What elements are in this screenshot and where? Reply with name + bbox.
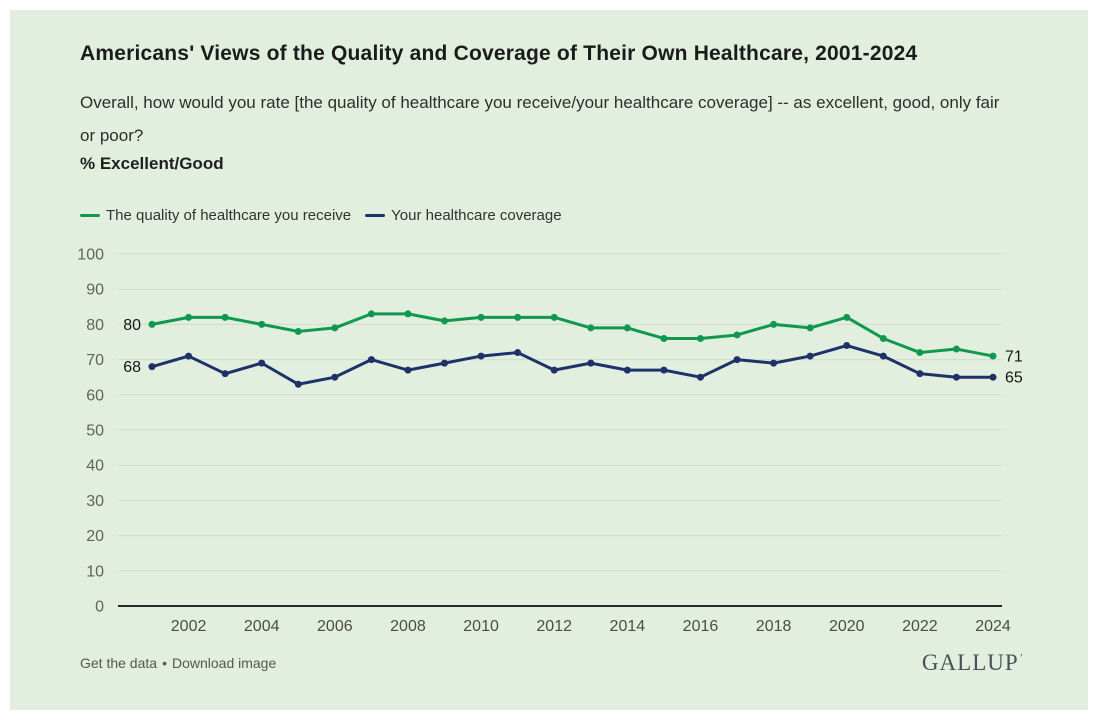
- quality-point[interactable]: [514, 313, 522, 321]
- footer: Get the data • Download image GALLUP’: [80, 650, 1024, 676]
- y-tick-label: 20: [86, 528, 104, 545]
- quality-point[interactable]: [989, 352, 997, 360]
- coverage-point[interactable]: [587, 359, 595, 367]
- coverage-point[interactable]: [404, 366, 412, 374]
- quality-point[interactable]: [843, 313, 851, 321]
- quality-point[interactable]: [185, 313, 193, 321]
- measure-label: % Excellent/Good: [80, 154, 224, 173]
- quality-point[interactable]: [879, 334, 887, 342]
- y-tick-label: 0: [95, 599, 104, 616]
- line-chart: 0 10 20 30 40 50 60 70 80 90 100 2002 2004 2006 2008 20…: [77, 247, 1023, 636]
- coverage-point[interactable]: [733, 356, 741, 364]
- x-tick-label: 2010: [463, 618, 499, 635]
- y-tick-label: 50: [86, 423, 104, 440]
- x-tick-label: 2004: [244, 618, 280, 635]
- quality-point[interactable]: [477, 313, 485, 321]
- trademark-mark: ’: [1019, 653, 1024, 665]
- coverage-point[interactable]: [367, 356, 375, 364]
- x-tick-label: 2012: [536, 618, 572, 635]
- coverage-point[interactable]: [221, 370, 229, 378]
- y-tick-label: 10: [86, 563, 104, 580]
- coverage-point[interactable]: [441, 359, 449, 367]
- quality-point[interactable]: [587, 324, 595, 332]
- x-tick-label: 2014: [610, 618, 646, 635]
- quality-point[interactable]: [441, 317, 449, 325]
- quality-point[interactable]: [623, 324, 631, 332]
- quality-point[interactable]: [294, 327, 302, 335]
- coverage-point[interactable]: [806, 352, 814, 360]
- x-tick-label: 2008: [390, 618, 426, 635]
- y-tick-label: 100: [77, 247, 104, 264]
- coverage-point[interactable]: [770, 359, 778, 367]
- coverage-point[interactable]: [879, 352, 887, 360]
- quality-first-value-label: 80: [123, 317, 141, 334]
- legend-item-quality: The quality of healthcare you receive: [80, 207, 351, 224]
- x-tick-label: 2016: [683, 618, 719, 635]
- quality-point[interactable]: [733, 331, 741, 339]
- chart-subtitle: Overall, how would you rate [the quality…: [80, 93, 1000, 145]
- coverage-first-value-label: 68: [123, 359, 141, 376]
- x-tick-label: 2022: [902, 618, 938, 635]
- quality-point[interactable]: [660, 334, 668, 342]
- legend-label-coverage: Your healthcare coverage: [391, 207, 562, 224]
- gallup-logo: GALLUP’: [922, 650, 1024, 676]
- y-tick-label: 70: [86, 352, 104, 369]
- coverage-point[interactable]: [952, 373, 960, 381]
- download-image-link[interactable]: Download image: [171, 655, 277, 671]
- quality-point[interactable]: [696, 334, 704, 342]
- coverage-point[interactable]: [843, 342, 851, 350]
- quality-point[interactable]: [550, 313, 558, 321]
- quality-point[interactable]: [770, 320, 778, 328]
- x-tick-label: 2002: [171, 618, 207, 635]
- quality-point[interactable]: [258, 320, 266, 328]
- coverage-point[interactable]: [294, 380, 302, 388]
- quality-point[interactable]: [367, 310, 375, 318]
- chart-card: Americans' Views of the Quality and Cove…: [10, 10, 1088, 710]
- chart-title: Americans' Views of the Quality and Cove…: [80, 42, 918, 65]
- legend: The quality of healthcare you receive Yo…: [80, 207, 1018, 224]
- footer-links: Get the data • Download image: [80, 655, 276, 671]
- quality-line-swatch: [80, 213, 100, 218]
- coverage-point[interactable]: [696, 373, 704, 381]
- coverage-point[interactable]: [514, 349, 522, 357]
- coverage-last-value-label: 65: [1005, 370, 1023, 387]
- y-tick-label: 40: [86, 458, 104, 475]
- legend-item-coverage: Your healthcare coverage: [365, 207, 562, 224]
- y-tick-label: 30: [86, 493, 104, 510]
- quality-line: [150, 312, 995, 358]
- x-tick-label: 2024: [975, 618, 1011, 635]
- x-tick-label: 2018: [756, 618, 792, 635]
- coverage-point[interactable]: [258, 359, 266, 367]
- coverage-point[interactable]: [660, 366, 668, 374]
- legend-label-quality: The quality of healthcare you receive: [106, 207, 352, 224]
- coverage-point[interactable]: [989, 373, 997, 381]
- footer-separator: •: [162, 655, 167, 671]
- quality-point[interactable]: [916, 349, 924, 357]
- quality-last-value-label: 71: [1005, 349, 1023, 366]
- coverage-point[interactable]: [331, 373, 339, 381]
- get-the-data-link[interactable]: Get the data: [80, 655, 158, 671]
- coverage-line: [150, 344, 995, 386]
- coverage-line-swatch: [365, 213, 386, 218]
- coverage-point[interactable]: [550, 366, 558, 374]
- quality-point[interactable]: [221, 313, 229, 321]
- x-tick-label: 2006: [317, 618, 353, 635]
- gallup-logo-text: GALLUP: [921, 650, 1019, 675]
- x-tick-label: 2020: [829, 618, 865, 635]
- coverage-point[interactable]: [916, 370, 924, 378]
- quality-point[interactable]: [148, 320, 156, 328]
- quality-point[interactable]: [331, 324, 339, 332]
- quality-point[interactable]: [404, 310, 412, 318]
- coverage-point[interactable]: [477, 352, 485, 360]
- coverage-point[interactable]: [185, 352, 193, 360]
- quality-point[interactable]: [806, 324, 814, 332]
- quality-point[interactable]: [952, 345, 960, 353]
- coverage-point[interactable]: [148, 363, 156, 371]
- coverage-point[interactable]: [623, 366, 631, 374]
- y-tick-label: 60: [86, 387, 104, 404]
- y-tick-label: 80: [86, 317, 104, 334]
- y-tick-label: 90: [86, 282, 104, 299]
